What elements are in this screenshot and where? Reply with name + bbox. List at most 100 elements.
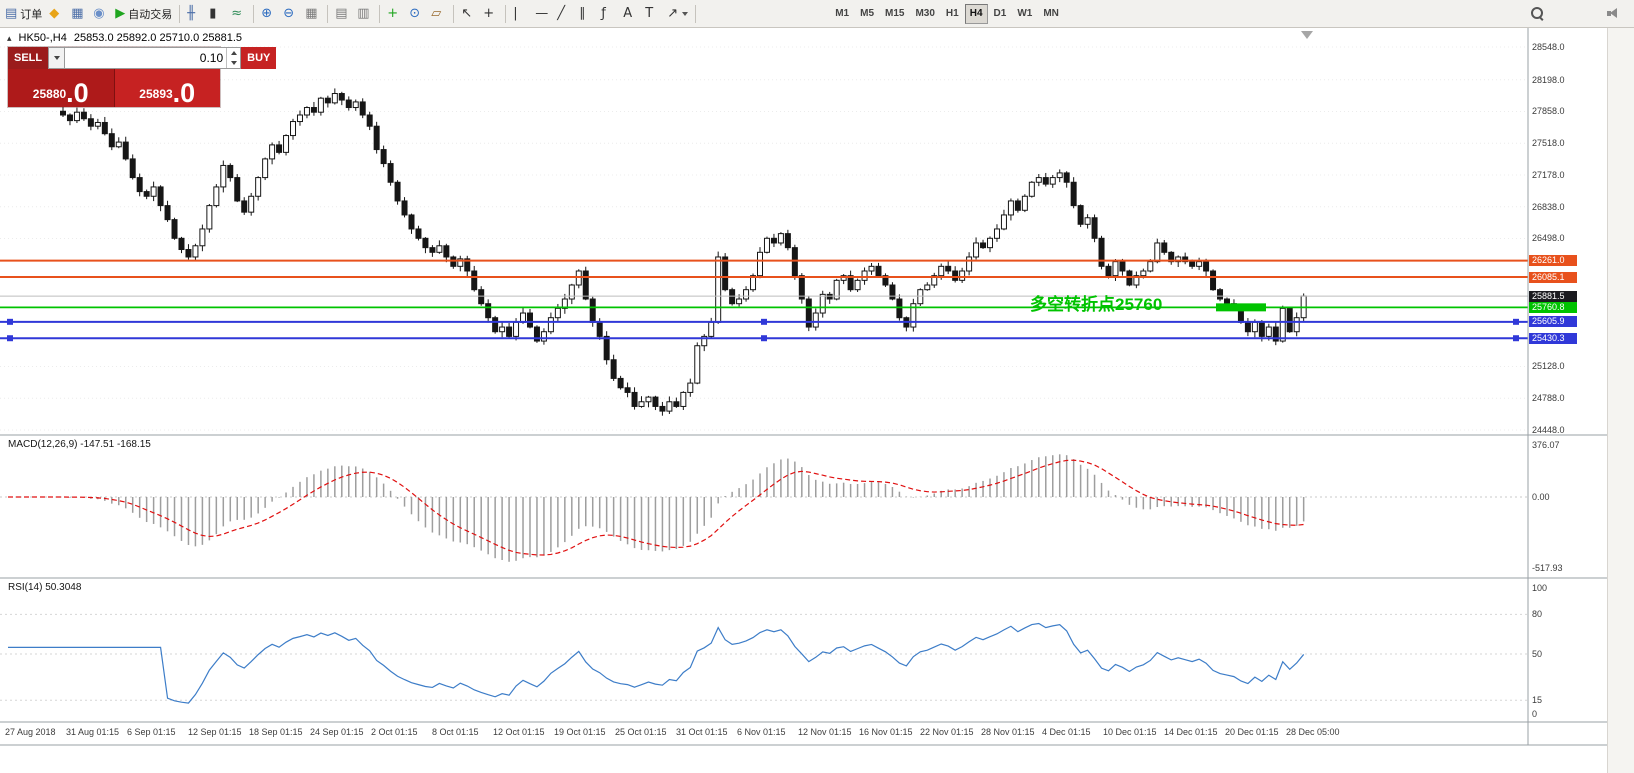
- caret-down-icon: [682, 11, 689, 16]
- axis-tick: 0: [1532, 709, 1538, 719]
- axis-tick: 26838.0: [1532, 202, 1565, 212]
- search-icon[interactable]: [1530, 6, 1545, 21]
- line-chart-mode-button[interactable]: ≈: [228, 2, 249, 26]
- zoom-in-icon: ⊕: [261, 6, 273, 21]
- sell-price[interactable]: 25880.0: [8, 69, 115, 107]
- horizontal-level-lines[interactable]: [0, 259, 1528, 342]
- time-tick: 31 Aug 01:15: [66, 727, 120, 737]
- chart-shift-marker[interactable]: [1301, 31, 1313, 39]
- new-chart-window-button[interactable]: +: [384, 2, 405, 26]
- timeframe-m15-button[interactable]: M15: [880, 4, 909, 24]
- alerts-icon[interactable]: [1607, 7, 1622, 20]
- chart-header: ▴ HK50-,H4 25853.0 25892.0 25710.0 25881…: [7, 32, 242, 44]
- buy-button[interactable]: BUY: [241, 47, 277, 69]
- vertical-line-tool-button[interactable]: |: [510, 2, 531, 26]
- axis-tick: 15: [1532, 695, 1543, 705]
- macd-signal-line: [8, 459, 1304, 556]
- lot-size-input[interactable]: [65, 48, 227, 68]
- timeframe-m30-button[interactable]: M30: [910, 4, 939, 24]
- auto-trading-icon: ▶: [115, 6, 126, 21]
- bar-chart-mode-button[interactable]: ╫: [184, 2, 205, 26]
- line-handle[interactable]: [7, 335, 13, 342]
- periods-button[interactable]: ⊙: [406, 2, 427, 26]
- vertical-line-tool-icon: |: [513, 6, 518, 21]
- timeframe-m1-button[interactable]: M1: [830, 4, 854, 24]
- fibonacci-tool-button[interactable]: ƒ: [598, 2, 619, 26]
- timeframe-m5-button[interactable]: M5: [855, 4, 879, 24]
- auto-trading-label: 自动交易: [128, 8, 173, 21]
- axis-tick: 26498.0: [1532, 233, 1565, 243]
- profile-button[interactable]: ◉: [90, 2, 111, 26]
- auto-trading-button[interactable]: ▶ 自动交易: [112, 2, 175, 26]
- profile-icon: ◉: [93, 6, 105, 21]
- toolbar-separator: [453, 4, 455, 23]
- buy-price[interactable]: 25893.0: [114, 69, 220, 107]
- trendline-tool-button[interactable]: ╱: [554, 2, 575, 26]
- tile-windows-icon: ▤: [335, 6, 348, 21]
- cursor-icon: ↖: [461, 6, 473, 21]
- time-tick: 16 Nov 01:15: [859, 727, 913, 737]
- candlesticks: [60, 88, 1307, 416]
- equidistant-channel-tool-button[interactable]: ∥: [576, 2, 597, 26]
- horizontal-line-tool-icon: —: [535, 6, 549, 21]
- new-chart-icon: ▦: [71, 6, 84, 21]
- highlight-segment[interactable]: [1216, 303, 1266, 312]
- toolbar-separator: [179, 4, 181, 23]
- sell-button[interactable]: SELL: [8, 47, 49, 69]
- arrows-tool-icon: ↗: [667, 6, 679, 21]
- lot-decrease-button[interactable]: [227, 58, 240, 68]
- line-handle[interactable]: [1513, 318, 1519, 325]
- turning-point-annotation[interactable]: 多空转折点25760: [1030, 295, 1163, 314]
- text-label-tool-button[interactable]: T: [642, 2, 663, 26]
- text-label-tool-icon: T: [645, 6, 654, 21]
- axis-tick: 28548.0: [1532, 42, 1565, 52]
- zoom-out-button[interactable]: ⊖: [280, 2, 301, 26]
- timeframe-h4-button[interactable]: H4: [964, 3, 988, 24]
- axis-tick: 27518.0: [1532, 138, 1565, 148]
- axis-tick: 100: [1532, 583, 1548, 593]
- one-click-trading-panel: SELL BUY 25880.0 25893.0: [8, 47, 277, 107]
- timeframe-w1-button[interactable]: W1: [1012, 4, 1037, 24]
- new-order-label: 订单: [20, 8, 43, 21]
- new-chart-button[interactable]: ▦: [68, 2, 89, 26]
- axis-tick: 376.07: [1532, 440, 1560, 450]
- time-tick: 10 Dec 01:15: [1103, 727, 1157, 737]
- arrows-tool-button[interactable]: ↗: [664, 2, 691, 26]
- one-click-toggle-icon[interactable]: ▴: [7, 32, 12, 43]
- timeframe-mn-button[interactable]: MN: [1038, 4, 1064, 24]
- text-tool-button[interactable]: A: [620, 2, 641, 26]
- lot-dropdown-button[interactable]: [48, 47, 66, 69]
- time-tick: 2 Oct 01:15: [371, 727, 418, 737]
- line-handle[interactable]: [761, 335, 767, 342]
- time-tick: 8 Oct 01:15: [432, 727, 479, 737]
- auto-arrange-button[interactable]: ▦: [302, 2, 323, 26]
- line-handle[interactable]: [7, 318, 13, 325]
- metaquotes-button[interactable]: ◆: [46, 2, 67, 26]
- timeframe-d1-button[interactable]: D1: [989, 4, 1012, 24]
- time-tick: 6 Sep 01:15: [127, 727, 176, 737]
- line-handle[interactable]: [1513, 335, 1519, 342]
- lot-increase-button[interactable]: [227, 48, 240, 58]
- templates-icon: ▱: [431, 6, 442, 21]
- tile-windows-button[interactable]: ▤: [332, 2, 353, 26]
- candlestick-mode-button[interactable]: ▮: [206, 2, 227, 26]
- axis-tick: 27858.0: [1532, 106, 1565, 116]
- time-tick: 18 Sep 01:15: [249, 727, 303, 737]
- cursor-button[interactable]: ↖: [458, 2, 479, 26]
- templates-button[interactable]: ▱: [428, 2, 449, 26]
- line-handle[interactable]: [761, 318, 767, 325]
- zoom-in-button[interactable]: ⊕: [258, 2, 279, 26]
- lot-stepper: [226, 48, 240, 68]
- horizontal-line-tool-button[interactable]: —: [532, 2, 553, 26]
- time-tick: 12 Oct 01:15: [493, 727, 545, 737]
- main-toolbar: ▤ 订单 ◆ ▦ ◉ ▶ 自动交易 ╫ ▮ ≈ ⊕ ⊖ ▦ ▤ ▥ + ⊙ ▱ ↖ + | — ╱ ∥ ƒ A T ↗ M1 M5 M15 M…: [0, 0, 1634, 28]
- axis-tick: 28198.0: [1532, 75, 1565, 85]
- new-order-button[interactable]: ▤ 订单: [2, 2, 45, 26]
- crosshair-button[interactable]: +: [480, 2, 501, 26]
- cascade-windows-button[interactable]: ▥: [354, 2, 375, 26]
- timeframe-h1-button[interactable]: H1: [941, 4, 964, 24]
- symbol-period-label: HK50-,H4: [18, 32, 67, 44]
- time-tick: 4 Dec 01:15: [1042, 727, 1091, 737]
- level-price-tag: 25430.3: [1529, 333, 1577, 344]
